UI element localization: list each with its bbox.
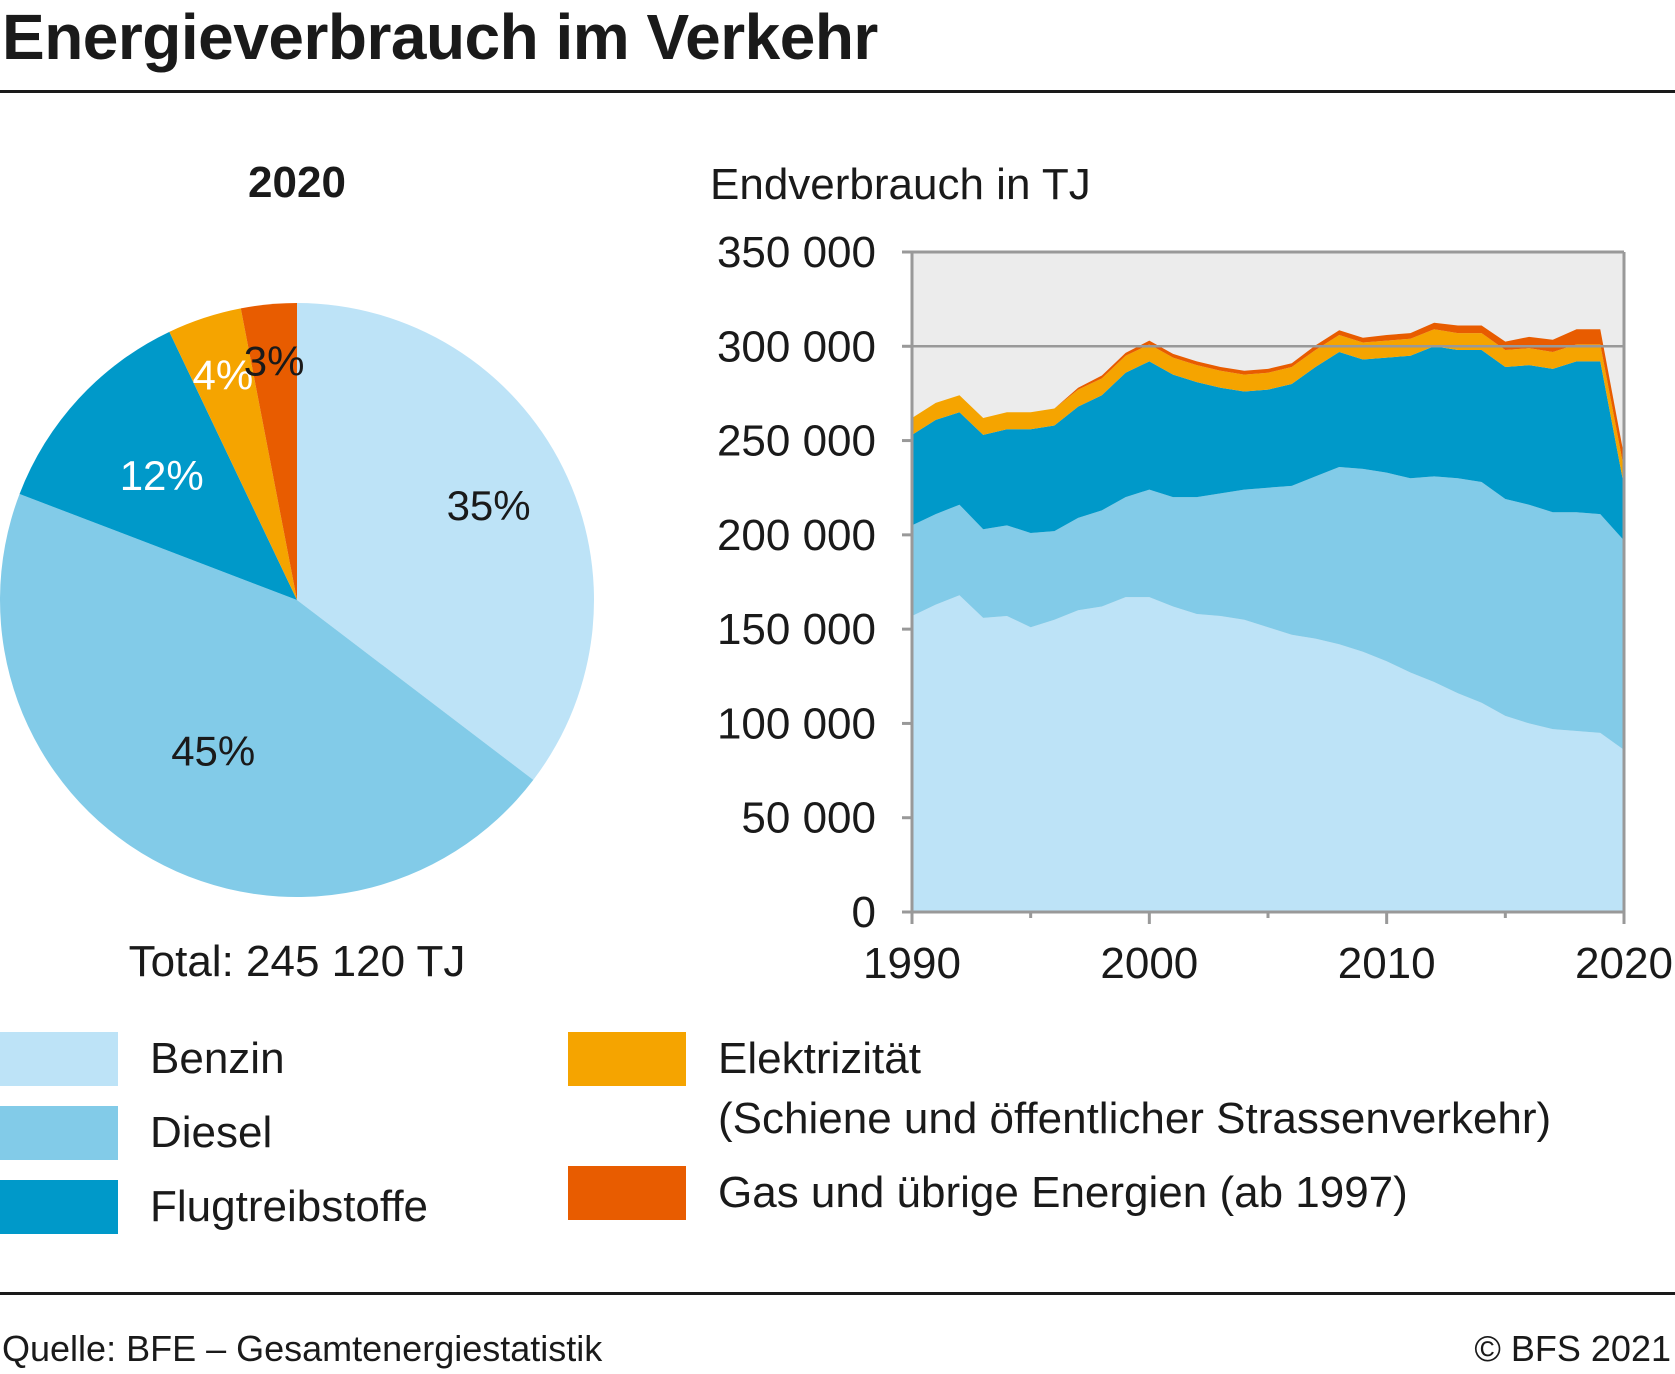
pie-chart: 2020 35% 45% 12% 4%3% Total: 245 120 TJ: [0, 158, 594, 986]
pie-slice-gas: [240, 303, 297, 600]
pie-slice-benzin: [297, 303, 594, 780]
legend-label-diesel: Diesel: [150, 1108, 273, 1157]
copyright: © BFS 2021: [1474, 1328, 1671, 1369]
y-tick-label-150000: 150 000: [717, 605, 876, 654]
area-axes: [902, 250, 1626, 924]
legend-swatch-flugtreibstoffe: [0, 1180, 118, 1234]
y-tick-label-350000: 350 000: [717, 228, 876, 277]
x-tick-label-1990: 1990: [863, 939, 961, 988]
page-title: Energieverbrauch im Verkehr: [2, 1, 878, 73]
legend-swatch-benzin: [0, 1032, 118, 1086]
y-tick-label-50000: 50 000: [741, 794, 876, 843]
pie-label-elektrizitaet: 4%: [193, 351, 254, 398]
area-series: [912, 322, 1624, 912]
pie-slices: [0, 303, 594, 897]
area-series-diesel: [912, 466, 1624, 750]
legend-item-gas: Gas und übrige Energien (ab 1997): [568, 1166, 1408, 1223]
area-ylabel: Endverbrauch in TJ: [710, 160, 1091, 209]
x-tick-label-2020: 2020: [1575, 939, 1673, 988]
pie-labels: 35% 45% 12% 4%3%: [120, 338, 531, 775]
pie-label-flug: 12%: [120, 452, 204, 499]
y-tick-label-0: 0: [852, 888, 876, 937]
pie-label-benzin: 35%: [447, 482, 531, 529]
legend-item-diesel: Diesel: [0, 1106, 272, 1163]
legend-label-elektrizitaet-line1: Elektrizität: [718, 1034, 921, 1083]
legend-item-flugtreibstoffe: Flugtreibstoffe: [0, 1180, 428, 1237]
legend-label-flugtreibstoffe: Flugtreibstoffe: [150, 1182, 429, 1231]
pie-label-diesel: 45%: [171, 728, 255, 775]
y-tick-label-200000: 200 000: [717, 511, 876, 560]
x-tick-label-2010: 2010: [1338, 939, 1436, 988]
legend-label-benzin: Benzin: [150, 1034, 285, 1083]
x-tick-label-2000: 2000: [1100, 939, 1198, 988]
legend-label-elektrizitaet-line2: (Schiene und öffentlicher Strassenverkeh…: [718, 1094, 1552, 1143]
x-tick-labels: 1990 2000 2010 2020: [863, 939, 1673, 988]
legend-item-elektrizitaet: Elektrizität (Schiene und öffentlicher S…: [568, 1032, 1551, 1149]
bottom-rule: [0, 1292, 1675, 1295]
y-tick-labels: 0 50 000 100 000 150 000 200 000 250 000 300 0…: [717, 228, 876, 937]
pie-slice-elektrizitaet: [169, 308, 297, 600]
area-series-benzin: [912, 595, 1624, 912]
pie-slice-diesel: [0, 494, 534, 897]
legend-label-gas: Gas und übrige Energien (ab 1997): [718, 1168, 1408, 1217]
pie-label-gas: 3%: [244, 338, 305, 385]
pie-title: 2020: [248, 158, 346, 207]
pie-slice-flug: [19, 331, 298, 600]
legend-swatch-diesel: [0, 1106, 118, 1160]
source-note: Quelle: BFE – Gesamtenergiestatistik: [2, 1328, 603, 1369]
top-rule: [0, 90, 1675, 93]
area-series-flug: [912, 346, 1624, 541]
pie-total: Total: 245 120 TJ: [129, 937, 466, 986]
legend-label-elektrizitaet: Elektrizität (Schiene und öffentlicher S…: [718, 1029, 1551, 1149]
y-tick-label-300000: 300 000: [717, 322, 876, 371]
area-chart: Endverbrauch in TJ 0 50 000 100 000 150 000…: [710, 160, 1673, 988]
y-tick-label-250000: 250 000: [717, 417, 876, 466]
y-tick-label-100000: 100 000: [717, 699, 876, 748]
legend-item-benzin: Benzin: [0, 1032, 285, 1089]
legend-swatch-elektrizitaet: [568, 1032, 686, 1086]
legend-swatch-gas: [568, 1166, 686, 1220]
